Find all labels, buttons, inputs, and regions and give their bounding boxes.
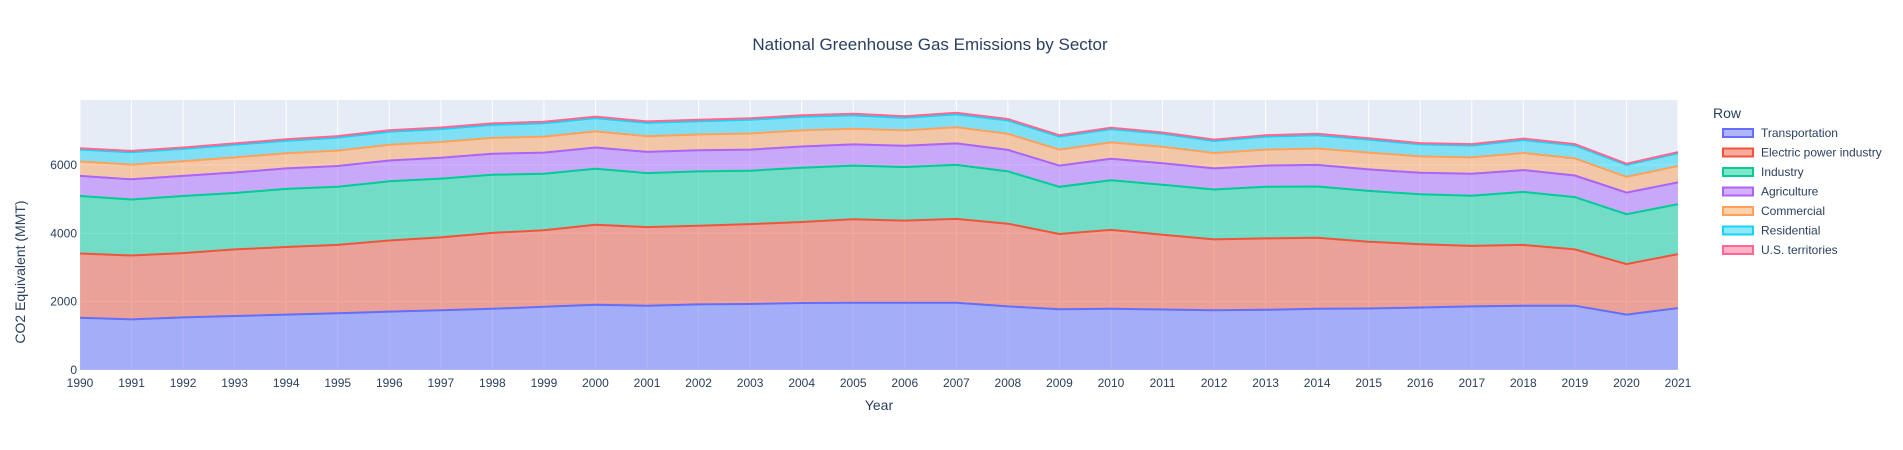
x-tick-label: 2018 (1510, 376, 1537, 390)
x-tick-label: 2011 (1150, 376, 1176, 390)
x-tick-label: 1991 (118, 376, 145, 390)
legend: Row Transportation Electric power industr… (1713, 105, 1882, 257)
legend-label: Electric power industry (1761, 146, 1882, 160)
x-tick-label: 2005 (840, 376, 867, 390)
legend-item[interactable]: Transportation (1722, 126, 1838, 140)
legend-swatch (1722, 225, 1754, 236)
x-tick-label: 2013 (1252, 376, 1279, 390)
x-tick-label: 2016 (1407, 376, 1434, 390)
x-tick-label: 2000 (582, 376, 609, 390)
legend-item[interactable]: Residential (1722, 224, 1820, 238)
legend-swatch (1722, 167, 1754, 177)
y-axis-ticks: 0 2000 4000 6000 (50, 158, 77, 377)
legend-label: Transportation (1761, 126, 1838, 140)
series-areas (79, 111, 1679, 370)
x-tick-label: 1998 (479, 376, 506, 390)
x-axis-title: Year (865, 397, 894, 413)
x-tick-label: 2002 (685, 376, 712, 390)
x-tick-label: 1994 (273, 376, 300, 390)
line-electric-power-industry (79, 217, 1679, 266)
y-axis-title: CO2 Equivalent (MMT) (12, 200, 28, 343)
legend-items: Transportation Electric power industry Ind… (1722, 126, 1882, 257)
legend-label: Commercial (1761, 204, 1825, 218)
x-axis-ticks: 1990 1991 1992 1993 1994 1995 1996 1997 1998 1999… (67, 376, 1692, 390)
x-tick-label: 2009 (1046, 376, 1073, 390)
y-tick-label: 2000 (50, 295, 77, 309)
legend-swatch (1722, 128, 1754, 138)
x-tick-label: 2017 (1458, 376, 1485, 390)
x-tick-label: 1997 (427, 376, 454, 390)
x-tick-label: 1996 (376, 376, 403, 390)
x-tick-label: 1993 (221, 376, 248, 390)
x-tick-label: 2007 (943, 376, 970, 390)
x-tick-label: 2001 (634, 376, 661, 390)
line-transportation (79, 301, 1679, 321)
legend-label: Industry (1761, 165, 1804, 179)
legend-item[interactable]: Industry (1722, 165, 1804, 179)
x-tick-label: 2010 (1098, 376, 1125, 390)
legend-item[interactable]: U.S. territories (1722, 243, 1838, 257)
line-u-s-territories (79, 111, 1679, 165)
legend-label: U.S. territories (1761, 243, 1838, 257)
line-commercial (79, 126, 1679, 178)
area-electric-power-industry (80, 218, 1678, 320)
x-tick-label: 1999 (531, 376, 558, 390)
legend-item[interactable]: Agriculture (1722, 185, 1819, 199)
area-residential (80, 114, 1678, 177)
x-tick-label: 2020 (1613, 376, 1640, 390)
area-transportation (80, 302, 1678, 370)
legend-title: Row (1713, 105, 1742, 121)
x-tick-label: 2006 (891, 376, 918, 390)
legend-swatch (1722, 206, 1754, 216)
x-tick-label: 2012 (1201, 376, 1228, 390)
line-industry (79, 163, 1679, 216)
chart-title: National Greenhouse Gas Emissions by Sec… (752, 35, 1108, 54)
y-tick-label: 6000 (50, 158, 77, 172)
y-tick-label: 0 (70, 363, 77, 377)
x-tick-label: 2019 (1562, 376, 1589, 390)
legend-item[interactable]: Electric power industry (1722, 146, 1882, 160)
x-tick-label: 2004 (788, 376, 815, 390)
legend-label: Residential (1761, 224, 1820, 238)
legend-label: Agriculture (1761, 185, 1819, 199)
x-tick-label: 2008 (995, 376, 1022, 390)
x-tick-label: 2021 (1665, 376, 1692, 390)
area-commercial (80, 127, 1678, 193)
x-tick-label: 1992 (170, 376, 197, 390)
legend-item[interactable]: Commercial (1722, 204, 1825, 218)
area-agriculture (80, 143, 1678, 215)
x-tick-label: 1995 (324, 376, 351, 390)
y-tick-label: 4000 (50, 226, 77, 240)
legend-swatch (1722, 186, 1754, 197)
area-industry (80, 164, 1678, 265)
legend-swatch (1722, 245, 1754, 255)
x-tick-label: 2015 (1355, 376, 1382, 390)
x-tick-label: 1990 (67, 376, 94, 390)
x-tick-label: 2014 (1304, 376, 1331, 390)
line-agriculture (79, 142, 1679, 194)
legend-swatch (1722, 147, 1754, 158)
line-residential (79, 113, 1679, 166)
x-tick-label: 2003 (737, 376, 764, 390)
